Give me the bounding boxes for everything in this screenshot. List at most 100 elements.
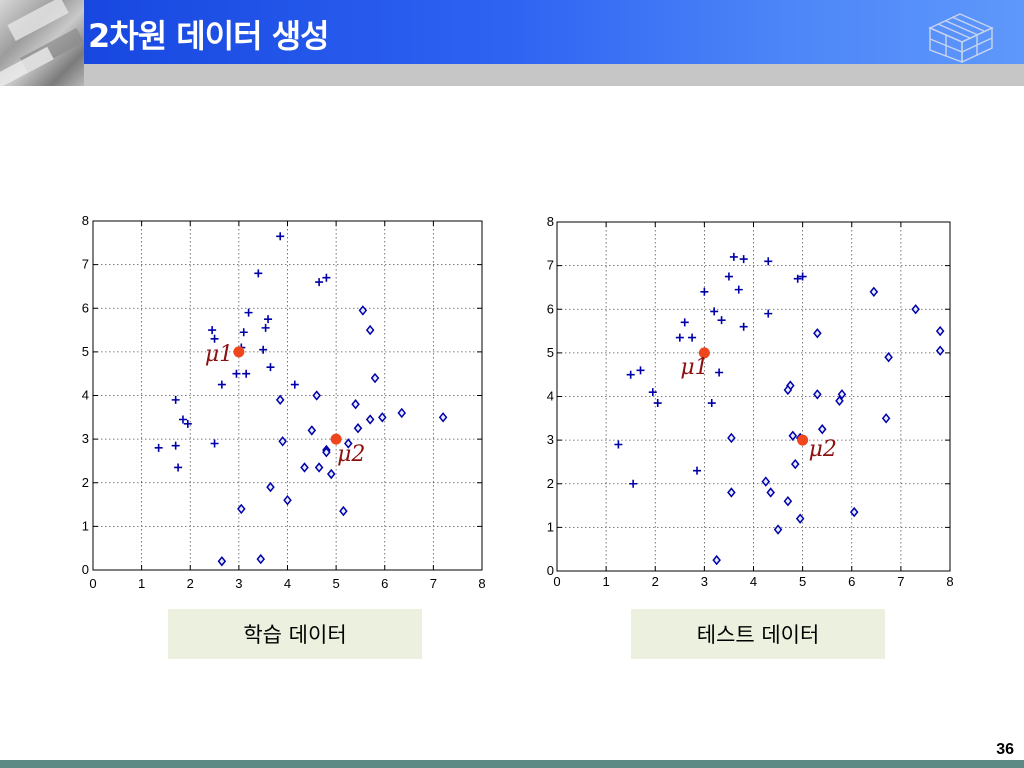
diamond-marker: [358, 305, 368, 316]
y-tick-label: 4: [82, 388, 89, 403]
center-label: μ2: [809, 437, 837, 462]
y-tick-label: 6: [82, 300, 89, 315]
y-tick-label: 0: [547, 563, 554, 578]
plus-marker: [208, 326, 217, 335]
x-tick-label: 4: [750, 574, 757, 589]
diamond-marker: [237, 503, 246, 515]
diamond-marker: [773, 524, 783, 535]
plus-marker: [648, 388, 657, 397]
plus-marker: [636, 366, 645, 375]
diamond-marker: [712, 554, 721, 566]
plus-marker: [629, 479, 638, 488]
diamond-marker: [266, 481, 275, 493]
diamond-marker: [783, 496, 793, 507]
diamond-marker: [275, 394, 285, 406]
x-tick-label: 7: [430, 576, 437, 591]
diamond-marker: [790, 458, 800, 470]
center-point: [698, 347, 710, 359]
diamond-marker: [314, 462, 324, 473]
train-caption: 학습 데이터: [168, 609, 422, 659]
diamond-marker: [935, 325, 945, 337]
plus-marker: [764, 257, 773, 266]
header-band: [84, 0, 1024, 64]
y-tick-label: 5: [82, 344, 89, 359]
y-tick-label: 3: [547, 432, 554, 447]
diamond-marker: [783, 384, 793, 396]
diamond-marker: [761, 476, 771, 487]
center-point: [797, 434, 809, 446]
plus-marker: [239, 328, 248, 337]
plus-marker: [276, 232, 285, 241]
x-tick-label: 8: [478, 576, 485, 591]
y-tick-label: 6: [547, 301, 554, 316]
plus-marker: [729, 252, 738, 261]
x-tick-label: 4: [284, 576, 291, 591]
diamond-marker: [283, 495, 292, 506]
y-tick-label: 7: [82, 257, 89, 272]
y-tick-label: 8: [547, 214, 554, 229]
y-tick-label: 1: [547, 519, 554, 534]
plus-marker: [171, 395, 180, 404]
diamond-marker: [835, 395, 844, 407]
diamond-marker: [881, 413, 891, 424]
diamond-marker: [884, 352, 893, 363]
plus-marker: [178, 415, 187, 424]
plus-marker: [217, 380, 226, 389]
plus-marker: [688, 333, 697, 342]
y-tick-label: 8: [82, 213, 89, 228]
diamond-marker: [397, 407, 407, 419]
plus-marker: [626, 370, 635, 379]
plus-marker: [710, 307, 719, 316]
plus-marker: [259, 345, 268, 354]
plus-marker: [734, 285, 743, 294]
y-tick-label: 0: [82, 562, 89, 577]
x-tick-label: 6: [848, 574, 855, 589]
plus-marker: [174, 463, 183, 472]
diamond-marker: [353, 423, 363, 434]
plus-marker: [739, 255, 748, 264]
plus-marker: [717, 316, 726, 325]
test-caption: 테스트 데이터: [631, 609, 885, 659]
plus-marker: [210, 334, 219, 343]
y-tick-label: 1: [82, 518, 89, 533]
x-tick-label: 1: [138, 576, 145, 591]
diamond-marker: [217, 556, 227, 567]
diamond-marker: [256, 553, 266, 565]
plus-marker: [254, 269, 263, 278]
diamond-marker: [278, 436, 287, 447]
plus-marker: [675, 333, 684, 342]
x-tick-label: 6: [381, 576, 388, 591]
diamond-marker: [307, 425, 317, 436]
center-point: [330, 433, 342, 445]
plus-marker: [700, 287, 709, 296]
diamond-marker: [818, 424, 827, 435]
plus-marker: [798, 272, 807, 281]
center-point: [233, 346, 245, 358]
diamond-marker: [312, 390, 321, 401]
plus-marker: [266, 363, 275, 372]
diamond-marker: [849, 506, 859, 518]
plus-marker: [793, 274, 802, 283]
page-number: 36: [996, 741, 1014, 758]
center-label: μ2: [337, 442, 365, 467]
plus-marker: [154, 443, 163, 452]
header-photo: [0, 0, 84, 86]
diamond-marker: [727, 432, 736, 444]
x-tick-label: 5: [333, 576, 340, 591]
plus-marker: [290, 380, 299, 389]
plus-marker: [724, 272, 733, 281]
diamond-marker: [370, 372, 380, 384]
diamond-marker: [378, 412, 387, 423]
x-tick-label: 7: [897, 574, 904, 589]
y-tick-label: 4: [547, 389, 554, 404]
diamond-marker: [935, 345, 945, 356]
diamond-marker: [365, 324, 375, 336]
x-tick-label: 0: [89, 576, 96, 591]
plus-marker: [315, 278, 324, 287]
y-tick-label: 2: [82, 475, 89, 490]
header-grey-strip: [84, 64, 1024, 86]
isometric-cube-icon: [928, 13, 994, 64]
diamond-marker: [869, 286, 879, 297]
plus-marker: [653, 399, 662, 408]
